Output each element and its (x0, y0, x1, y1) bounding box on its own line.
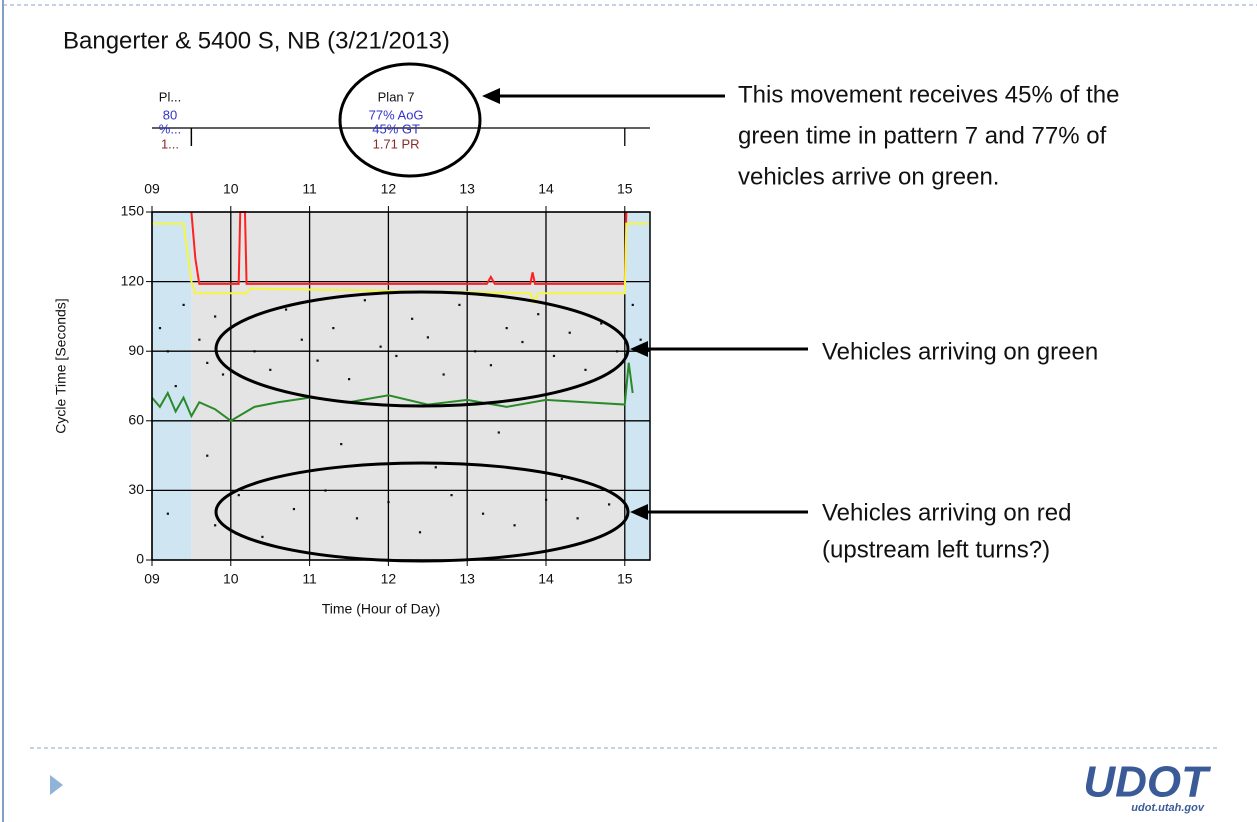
vehicle-dot (497, 431, 500, 434)
plan-label: 1... (161, 136, 179, 151)
y-tick-label: 150 (121, 203, 145, 219)
vehicle-dot (418, 531, 422, 534)
annotation: (upstream left turns?) (822, 536, 1050, 563)
annotation: This movement receives 45% of the (738, 81, 1120, 108)
vehicle-dot (552, 354, 556, 358)
y-tick-label: 30 (128, 481, 144, 497)
vehicle-dot (576, 517, 579, 520)
vehicle-dot (608, 503, 611, 506)
cycle-line (151, 362, 634, 422)
vehicle-dot (316, 359, 319, 362)
vehicle-dot (481, 512, 485, 515)
vehicle-dot (363, 299, 366, 302)
x-tick-label-top: 14 (538, 181, 554, 197)
x-tick-label-top: 11 (302, 181, 317, 197)
vehicle-dot (340, 443, 343, 446)
vehicle-dot (182, 303, 185, 306)
vehicle-dot (355, 517, 359, 520)
vehicle-dot (198, 338, 201, 341)
x-tick-label-top: 15 (617, 181, 633, 197)
vehicle-dot (395, 354, 398, 358)
vehicle-dot (434, 466, 437, 469)
vehicle-dot (214, 315, 217, 318)
vehicle-dot (411, 317, 414, 320)
vehicle-dot (560, 477, 563, 480)
plan-label: 77% AoG (369, 107, 424, 122)
vehicle-dot (600, 322, 603, 325)
vehicle-dot (206, 361, 209, 364)
vehicle-dot (568, 331, 571, 334)
phase-region (191, 212, 625, 560)
vehicle-dot (284, 308, 288, 311)
cycle-line (152, 222, 649, 306)
vehicle-dot (639, 338, 642, 341)
vehicle-dot (442, 373, 445, 376)
vehicle-dot (158, 327, 162, 330)
vehicle-dot (489, 364, 493, 367)
y-tick-label: 120 (121, 272, 145, 288)
x-tick-label: 10 (223, 571, 239, 587)
y-tick-label: 60 (128, 412, 144, 428)
y-axis-label: Cycle Time [Seconds] (53, 298, 69, 433)
vehicle-dot (505, 327, 508, 330)
x-tick-label: 15 (617, 571, 633, 587)
x-tick-label-top: 13 (459, 181, 475, 197)
x-tick-label-top: 10 (223, 181, 239, 197)
plan-label: 1.71 PR (373, 136, 420, 151)
plan-label: Plan 7 (378, 89, 415, 104)
logo: UDOT udot.utah.gov (1083, 758, 1211, 814)
vehicle-dot (537, 313, 540, 316)
vehicle-dot (221, 373, 225, 376)
annotation: green time in pattern 7 and 77% of (738, 122, 1107, 149)
x-tick-label: 14 (538, 571, 554, 587)
vehicle-dot (450, 494, 453, 497)
bullet-arrow (50, 775, 63, 795)
vehicle-dot (426, 336, 429, 339)
vehicle-dot (521, 340, 524, 344)
cycle-line (190, 211, 628, 285)
y-tick-label: 0 (136, 551, 144, 567)
callouts (214, 62, 808, 563)
vehicle-dot (261, 535, 264, 538)
x-tick-label: 11 (302, 571, 317, 587)
vehicle-dot (174, 385, 177, 388)
vehicle-dot (166, 512, 169, 515)
annotation: Vehicles arriving on green (822, 338, 1098, 365)
phase-region (152, 212, 192, 560)
vehicle-dot (458, 303, 461, 306)
vehicle-dot (292, 507, 296, 511)
vehicle-dot (300, 338, 303, 341)
plan-label: %... (159, 121, 181, 136)
vehicle-dot (269, 368, 272, 371)
logo-url: udot.utah.gov (1131, 802, 1205, 814)
x-tick-label-top: 09 (144, 181, 160, 197)
plan-label: Pl... (159, 89, 181, 104)
vehicle-dot (332, 327, 335, 330)
vehicle-dot (584, 368, 587, 371)
vehicle-dot (214, 524, 217, 527)
plan-label: 80 (163, 107, 177, 122)
vehicle-dot (513, 524, 516, 527)
annotation: Vehicles arriving on red (822, 499, 1071, 526)
annotation: vehicles arrive on green. (738, 163, 999, 190)
vehicle-dot (631, 303, 634, 306)
x-tick-label-top: 12 (381, 181, 397, 197)
plan-label: 45% GT (372, 121, 420, 136)
slide-title: Bangerter & 5400 S, NB (3/21/2013) (63, 27, 450, 54)
vehicle-dot (206, 454, 209, 457)
x-tick-label: 09 (144, 571, 160, 587)
x-tick-label: 13 (459, 571, 475, 587)
logo-mark: UDOT (1083, 758, 1211, 807)
vehicle-dot (347, 378, 351, 381)
x-axis-label: Time (Hour of Day) (322, 601, 441, 617)
phase-region (624, 212, 650, 560)
y-tick-label: 90 (128, 342, 144, 358)
x-tick-label: 12 (381, 571, 397, 587)
vehicle-dot (379, 345, 382, 348)
vehicle-dot (237, 494, 240, 497)
